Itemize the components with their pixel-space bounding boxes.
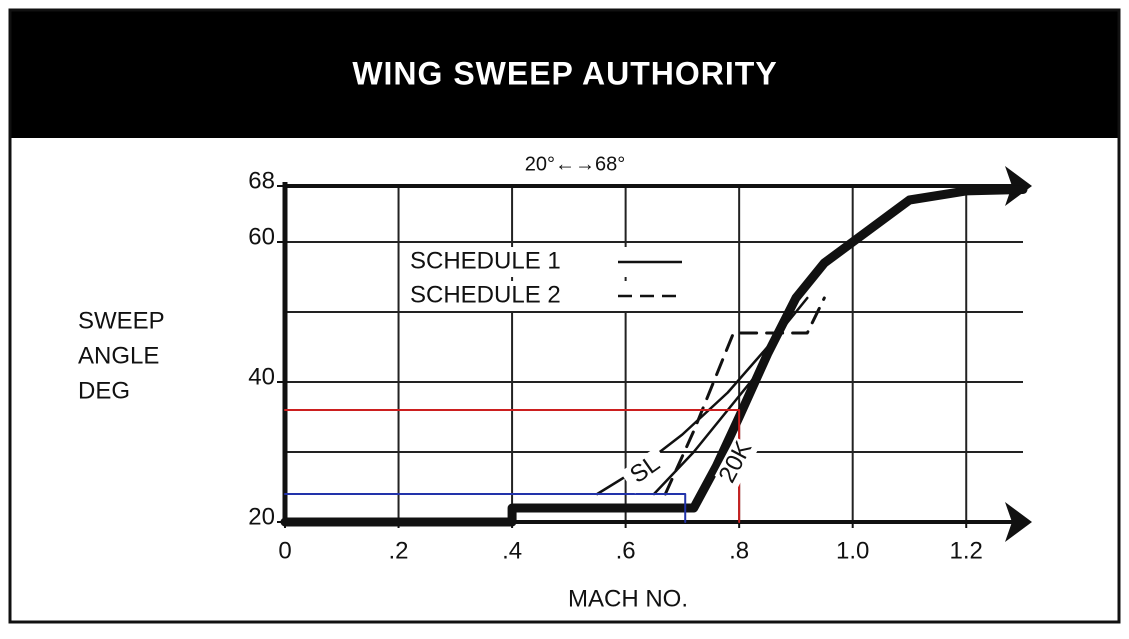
x-tick-label: 0 bbox=[278, 537, 291, 564]
chart-title: WING SWEEP AUTHORITY bbox=[352, 55, 777, 91]
title-band bbox=[10, 10, 1119, 138]
frame bbox=[8, 8, 1121, 624]
series-line bbox=[284, 493, 687, 523]
legend-label: SCHEDULE 1 bbox=[410, 247, 561, 274]
y-tick-label: 20 bbox=[248, 503, 275, 530]
x-tick-label: .4 bbox=[502, 537, 522, 564]
annotation: 20°←→68° bbox=[525, 153, 626, 175]
y-tick-label: 68 bbox=[248, 167, 275, 194]
series-line bbox=[280, 185, 1028, 527]
series-line bbox=[663, 296, 826, 496]
x-tick-label: 1.0 bbox=[836, 537, 869, 564]
legend-label: SCHEDULE 2 bbox=[410, 281, 561, 308]
x-tick-label: 1.2 bbox=[950, 537, 983, 564]
legend-backdrop bbox=[405, 281, 685, 311]
x-tick-label: .8 bbox=[729, 537, 749, 564]
x-axis-label: MACH NO. bbox=[568, 585, 688, 612]
y-tick-label: 40 bbox=[248, 363, 275, 390]
series-line bbox=[652, 366, 764, 496]
label-backdrop bbox=[714, 436, 759, 489]
y-axis-label: SWEEP bbox=[78, 307, 165, 334]
y-axis-label: ANGLE bbox=[78, 342, 159, 369]
y-axis-label: DEG bbox=[78, 377, 130, 404]
y-tick-label: 60 bbox=[248, 223, 275, 250]
label-backdrop bbox=[620, 446, 672, 494]
x-tick-label: .6 bbox=[616, 537, 636, 564]
x-tick-label: .2 bbox=[389, 537, 409, 564]
